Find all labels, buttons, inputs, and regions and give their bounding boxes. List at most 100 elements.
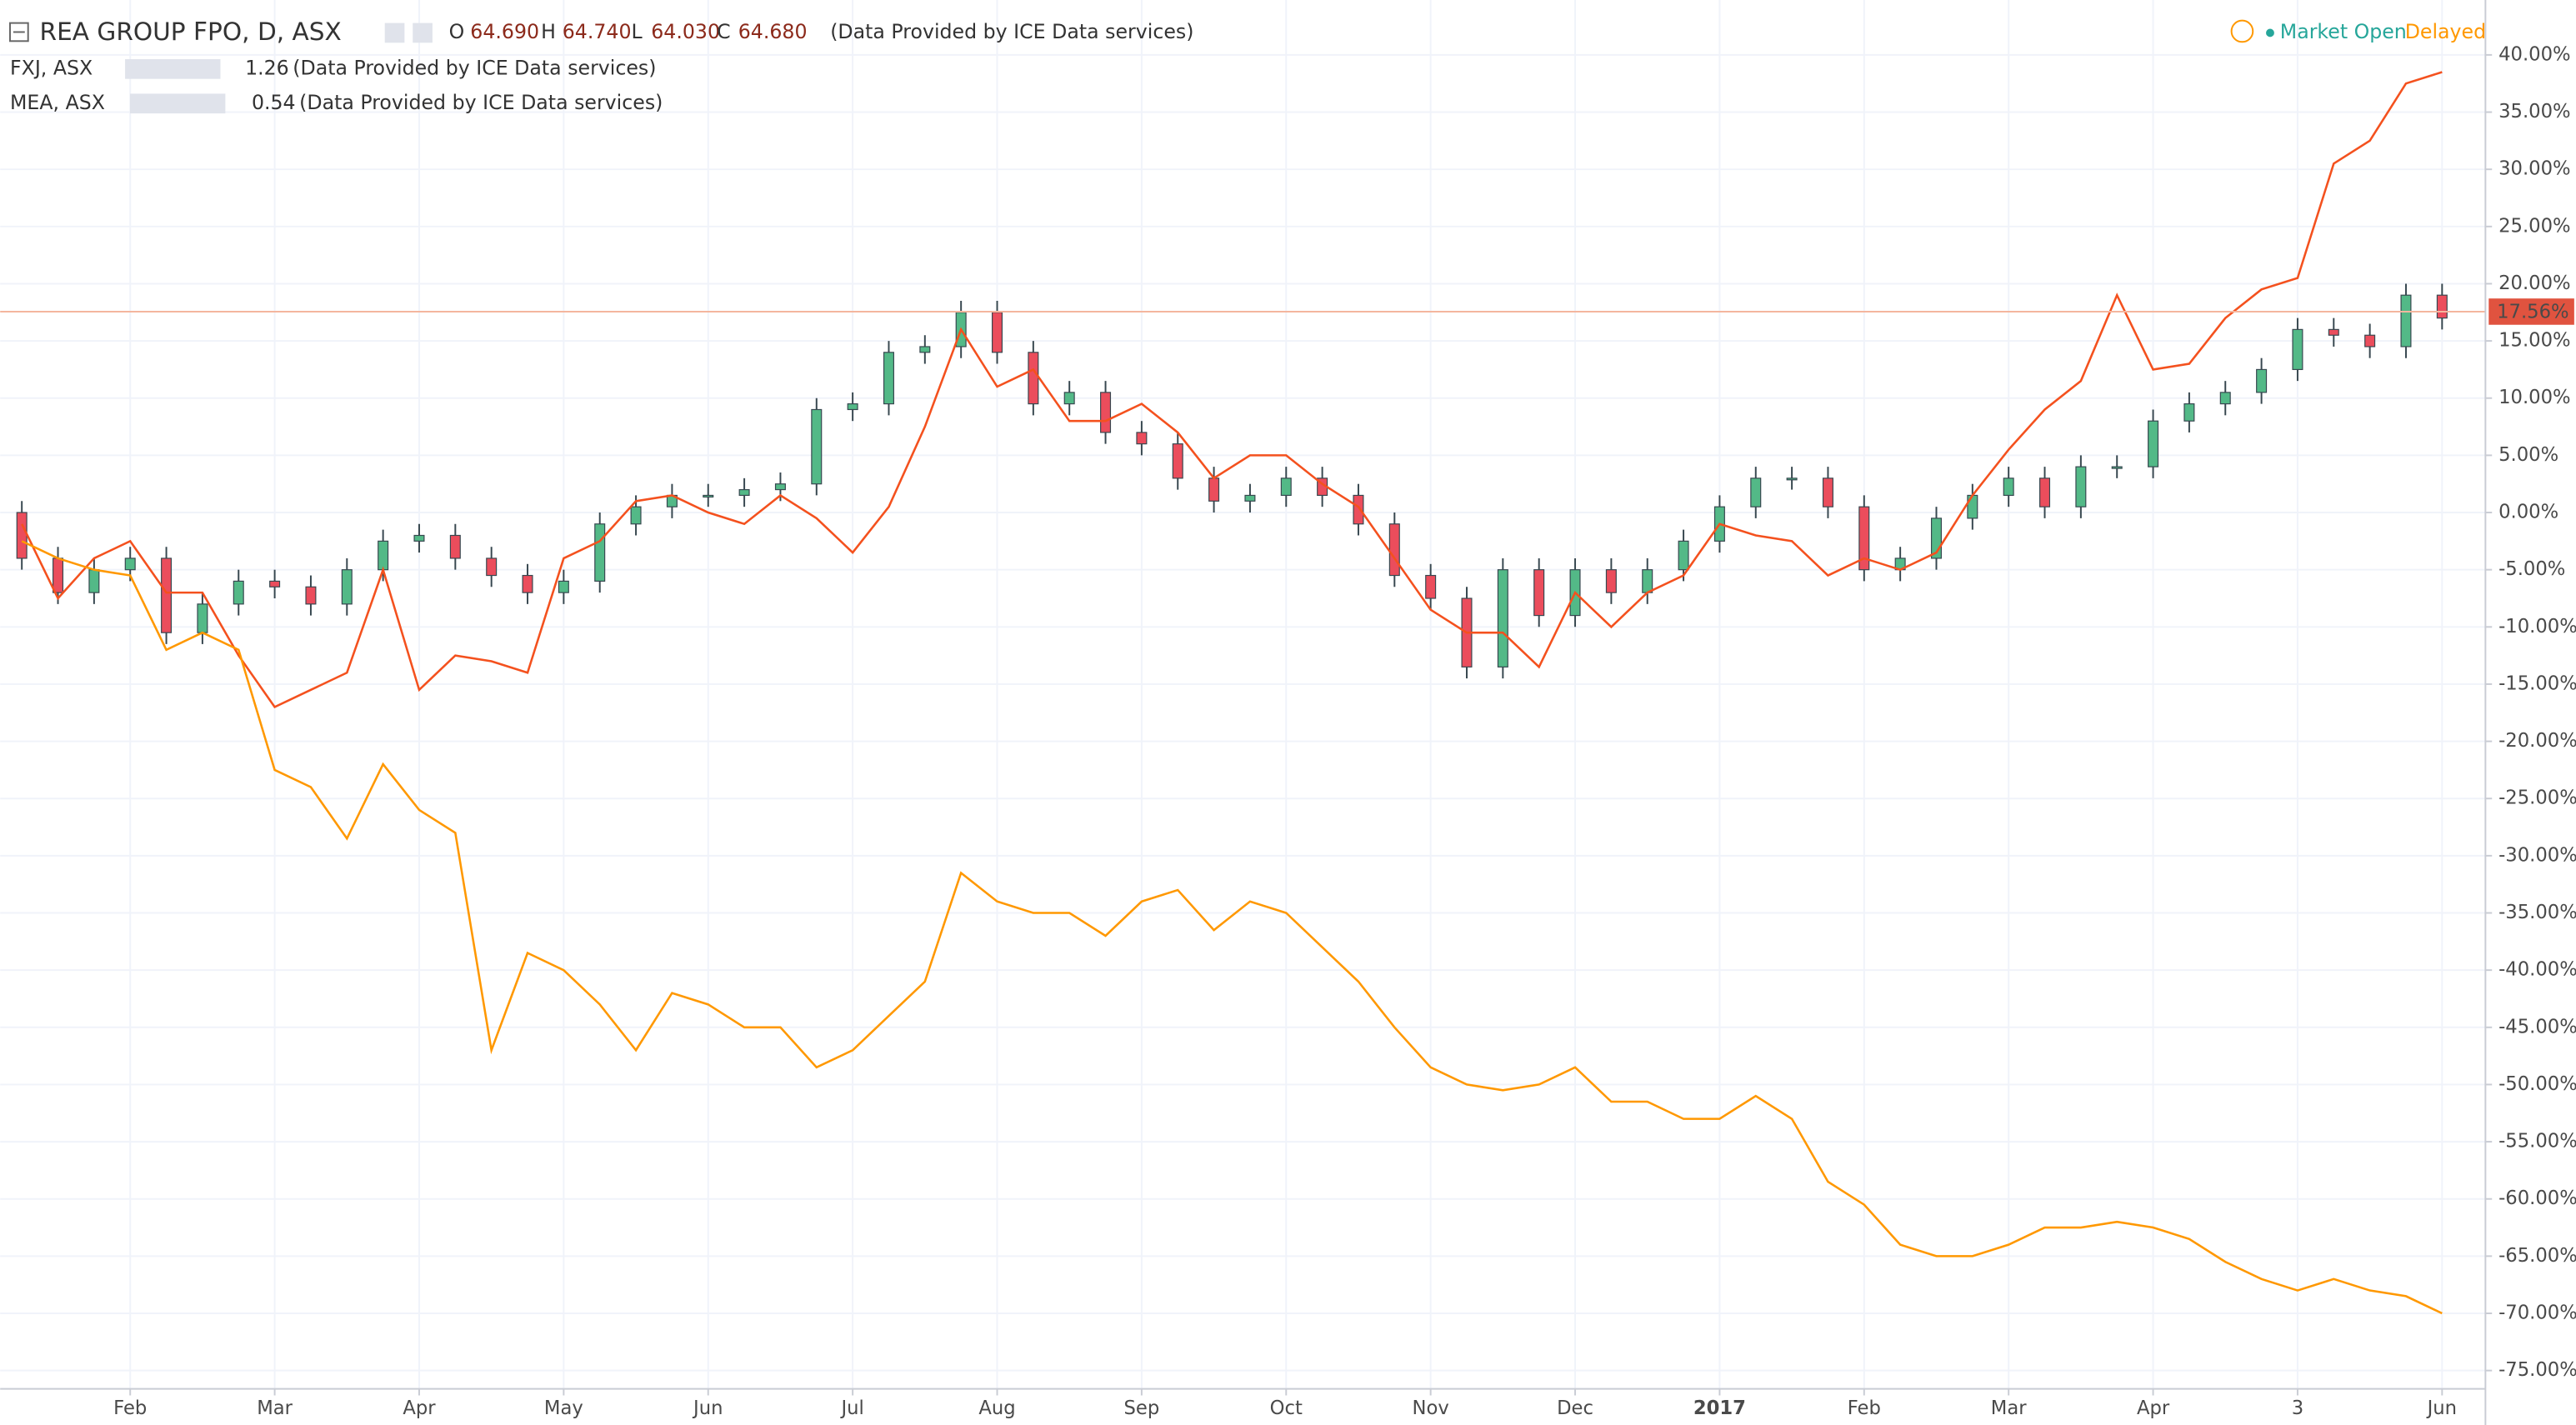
candle-body bbox=[2111, 466, 2123, 469]
candle-body bbox=[2292, 328, 2303, 371]
x-tick-label: Oct bbox=[1270, 1398, 1303, 1419]
candle-body bbox=[449, 534, 461, 559]
x-tick-label: Apr bbox=[2137, 1398, 2170, 1419]
x-tick-label: 2017 bbox=[1693, 1398, 1746, 1419]
candle-body bbox=[2075, 466, 2087, 508]
status-dot bbox=[2266, 28, 2274, 38]
candle-body bbox=[2256, 368, 2268, 393]
candle-body bbox=[1786, 478, 1798, 481]
y-tick-label: -60.00% bbox=[2498, 1188, 2576, 1209]
candle-body bbox=[522, 574, 533, 593]
candle-body bbox=[233, 580, 244, 605]
legend-series-name: FXJ, ASX bbox=[10, 56, 93, 79]
x-tick-label: Mar bbox=[1991, 1398, 2027, 1419]
candle-body bbox=[738, 488, 750, 497]
candle-body bbox=[594, 523, 606, 582]
quote-key: H bbox=[541, 20, 556, 43]
candle-body bbox=[88, 569, 100, 593]
warning-icon[interactable] bbox=[2230, 19, 2254, 43]
y-tick-label: -30.00% bbox=[2498, 844, 2576, 866]
candle-body bbox=[847, 403, 858, 411]
candle-body bbox=[1100, 392, 1112, 433]
series-line bbox=[21, 71, 2443, 709]
candle-body bbox=[1136, 432, 1148, 445]
quote-value: 64.030 bbox=[651, 20, 720, 43]
candle-body bbox=[486, 558, 498, 577]
candle-body bbox=[558, 580, 569, 593]
candle-body bbox=[1028, 352, 1039, 405]
candle-body bbox=[2183, 403, 2195, 422]
y-tick-label: -70.00% bbox=[2498, 1302, 2576, 1324]
candle-body bbox=[2436, 294, 2448, 319]
quote-key: O bbox=[449, 20, 465, 43]
candle-body bbox=[774, 483, 786, 491]
x-tick-label: Nov bbox=[1413, 1398, 1449, 1419]
y-tick-label: 15.00% bbox=[2498, 330, 2570, 352]
marks bbox=[0, 71, 2486, 1315]
candle-body bbox=[992, 312, 1003, 353]
y-tick-label: -25.00% bbox=[2498, 788, 2576, 809]
candle-body bbox=[1208, 478, 1220, 502]
y-tick-label: -35.00% bbox=[2498, 902, 2576, 923]
candle-body bbox=[1388, 523, 1400, 577]
x-tick-label: Feb bbox=[1848, 1398, 1881, 1419]
series-line bbox=[21, 540, 2443, 1315]
x-tick-label: Sep bbox=[1124, 1398, 1160, 1419]
delay-status: Delayed bbox=[2405, 20, 2486, 43]
x-tick-label: Aug bbox=[978, 1398, 1015, 1419]
collapse-icon[interactable] bbox=[9, 22, 29, 42]
y-tick-label: -15.00% bbox=[2498, 672, 2576, 694]
candle-body bbox=[269, 580, 281, 588]
legend-series-name: MEA, ASX bbox=[10, 91, 105, 114]
x-tick-label: Mar bbox=[257, 1398, 293, 1419]
y-tick-label: -75.00% bbox=[2498, 1359, 2576, 1381]
candle-body bbox=[883, 352, 894, 405]
settings-icon[interactable] bbox=[413, 22, 433, 43]
candle-body bbox=[1353, 494, 1364, 525]
candle-body bbox=[1750, 478, 1762, 508]
candle-body bbox=[1678, 540, 1689, 571]
series-icons[interactable] bbox=[130, 93, 226, 114]
candle-body bbox=[1967, 494, 1978, 519]
x-tick-label: Apr bbox=[403, 1398, 436, 1419]
x-tick-label: Jun bbox=[692, 1398, 723, 1419]
candle-body bbox=[413, 534, 425, 542]
y-tick-label: -40.00% bbox=[2498, 959, 2576, 981]
y-tick-label: 30.00% bbox=[2498, 158, 2570, 180]
price-label: 17.56% bbox=[2497, 301, 2568, 322]
y-tick-label: -5.00% bbox=[2498, 558, 2565, 580]
x-tick-label: May bbox=[544, 1398, 583, 1419]
candle-body bbox=[1533, 569, 1545, 617]
settings-icon[interactable] bbox=[384, 22, 405, 43]
data-source: (Data Provided by ICE Data services) bbox=[299, 91, 663, 114]
y-tick-label: -65.00% bbox=[2498, 1245, 2576, 1267]
candle-body bbox=[53, 558, 64, 593]
price-label-box bbox=[2488, 298, 2574, 325]
candle-body bbox=[124, 558, 136, 571]
candle-body bbox=[1605, 569, 1617, 593]
y-tick-label: 25.00% bbox=[2498, 215, 2570, 237]
y-tick-label: -20.00% bbox=[2498, 730, 2576, 752]
y-tick-label: 5.00% bbox=[2498, 444, 2558, 466]
x-tick-label: Feb bbox=[113, 1398, 147, 1419]
x-tick-label: Jul bbox=[839, 1398, 863, 1419]
y-tick-label: 20.00% bbox=[2498, 272, 2570, 294]
candle-body bbox=[1172, 443, 1183, 479]
candle-body bbox=[2148, 420, 2159, 468]
candle-body bbox=[161, 558, 173, 633]
grid bbox=[0, 0, 2486, 1389]
y-tick-label: 40.00% bbox=[2498, 43, 2570, 65]
candle-body bbox=[811, 408, 823, 485]
candle-body bbox=[305, 586, 317, 605]
candle-body bbox=[2328, 328, 2339, 336]
candle-body bbox=[1425, 574, 1437, 599]
quote-key: C bbox=[717, 20, 731, 43]
candle-body bbox=[2364, 334, 2376, 348]
quote-value: 64.690 bbox=[470, 20, 539, 43]
series-icons[interactable] bbox=[125, 59, 221, 79]
candle-body bbox=[1244, 494, 1256, 502]
quote-value: 64.740 bbox=[563, 20, 632, 43]
quote-value: 64.680 bbox=[738, 20, 808, 43]
